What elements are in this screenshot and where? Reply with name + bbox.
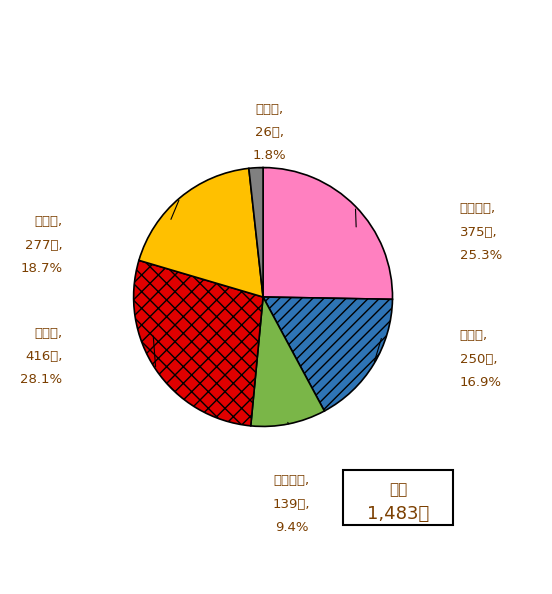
Text: 28.1%: 28.1%	[20, 374, 62, 386]
Wedge shape	[134, 260, 263, 426]
Text: 日本国籍,: 日本国籍,	[460, 203, 496, 216]
Text: 26件,: 26件,	[255, 126, 284, 139]
Text: 合計: 合計	[389, 482, 407, 497]
Text: 1,483件: 1,483件	[367, 505, 429, 523]
Text: 中国籍,: 中国籍,	[34, 327, 62, 340]
Wedge shape	[139, 168, 263, 297]
Text: 18.7%: 18.7%	[20, 262, 62, 275]
Text: 9.4%: 9.4%	[275, 521, 308, 534]
Text: 416件,: 416件,	[25, 350, 62, 363]
Wedge shape	[251, 297, 325, 426]
Text: 16.9%: 16.9%	[460, 376, 502, 389]
Text: 375件,: 375件,	[460, 226, 497, 239]
Wedge shape	[263, 168, 392, 299]
Wedge shape	[263, 297, 392, 411]
Text: 欧州国籍,: 欧州国籍,	[273, 475, 310, 487]
Text: 250件,: 250件,	[460, 353, 497, 366]
Text: 1.8%: 1.8%	[253, 150, 286, 162]
Wedge shape	[249, 168, 263, 297]
Text: その他,: その他,	[256, 103, 284, 116]
Text: 米国籍,: 米国籍,	[460, 329, 488, 342]
Bar	[343, 470, 453, 525]
Text: 25.3%: 25.3%	[460, 249, 502, 262]
Text: 韓国籍,: 韓国籍,	[34, 216, 62, 229]
Text: 277件,: 277件,	[25, 239, 62, 252]
Text: 139件,: 139件,	[273, 498, 310, 511]
